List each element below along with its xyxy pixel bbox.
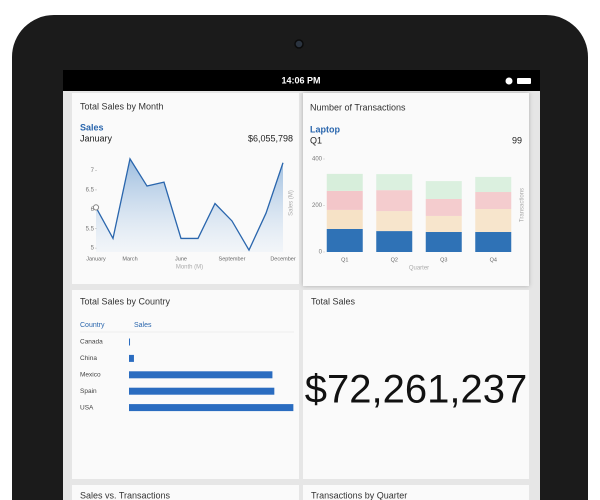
bar bbox=[129, 387, 275, 395]
bar bbox=[129, 404, 294, 412]
bar-segment bbox=[425, 181, 462, 199]
y-axis-title: Sales (M) bbox=[289, 190, 295, 216]
y-tick-label: 0 bbox=[319, 250, 323, 256]
y-tick-label: 6.5 bbox=[86, 187, 95, 193]
bar-segment bbox=[425, 215, 462, 233]
series-name: Laptop bbox=[310, 124, 340, 134]
panel-title: Sales vs. Transactions bbox=[80, 490, 171, 500]
bar-segment bbox=[326, 209, 363, 229]
column-header: Country bbox=[80, 322, 105, 329]
y-tick-label: 5 bbox=[91, 246, 95, 252]
kpi-value: $72,261,237 bbox=[305, 368, 527, 412]
panel bbox=[72, 290, 299, 479]
x-tick-label: September bbox=[219, 256, 246, 262]
column-header: Sales bbox=[134, 322, 152, 329]
bar-segment bbox=[376, 190, 413, 212]
selected-value: $6,055,798 bbox=[248, 133, 293, 143]
status-time: 14:06 PM bbox=[281, 75, 320, 85]
y-axis-title: Transactions bbox=[520, 188, 526, 222]
y-tick-label: 6 bbox=[91, 207, 95, 213]
row-label: USA bbox=[80, 404, 94, 411]
status-icon bbox=[505, 77, 513, 85]
bar bbox=[129, 338, 131, 346]
panel bbox=[72, 93, 299, 284]
battery-icon bbox=[517, 78, 531, 84]
y-tick-label: 200 bbox=[312, 203, 323, 209]
bar-segment bbox=[326, 173, 363, 191]
bar-segment bbox=[475, 176, 512, 193]
x-tick-label: Q1 bbox=[341, 257, 348, 263]
status-bar bbox=[63, 70, 540, 91]
x-axis-title: Quarter bbox=[409, 266, 429, 272]
x-tick-label: Q2 bbox=[391, 257, 398, 263]
row-label: Spain bbox=[80, 388, 97, 395]
x-tick-label: January bbox=[86, 256, 106, 262]
bar bbox=[129, 371, 273, 379]
panel-title: Total Sales bbox=[311, 296, 356, 306]
panel bbox=[303, 290, 529, 479]
y-tick-label: 400 bbox=[312, 157, 323, 163]
series-name: Sales bbox=[80, 122, 104, 132]
bar-segment bbox=[376, 231, 413, 252]
row-label: China bbox=[80, 355, 97, 362]
selected-value: 99 bbox=[512, 135, 522, 145]
line bbox=[95, 157, 284, 252]
row-label: Mexico bbox=[80, 372, 101, 379]
x-tick-label: June bbox=[175, 256, 187, 262]
panel-title: Total Sales by Month bbox=[80, 101, 164, 111]
selected-category: January bbox=[80, 133, 113, 143]
bar-segment bbox=[425, 232, 462, 252]
bar-segment bbox=[326, 228, 363, 252]
panel bbox=[72, 485, 299, 500]
bar-segment bbox=[475, 232, 512, 252]
bar-segment bbox=[425, 198, 462, 216]
panel-title: Transactions by Quarter bbox=[311, 490, 407, 500]
bar-segment bbox=[376, 211, 413, 232]
panel bbox=[303, 485, 529, 500]
bar-segment bbox=[475, 192, 512, 209]
panel-title: Number of Transactions bbox=[310, 102, 406, 112]
selected-point bbox=[92, 204, 100, 211]
x-tick-label: Q3 bbox=[440, 257, 447, 263]
row-label: Canada bbox=[80, 339, 103, 346]
y-tick-label: 5.5 bbox=[86, 226, 95, 232]
selected-category: Q1 bbox=[310, 135, 322, 145]
x-tick-label: Q4 bbox=[490, 257, 497, 263]
bar-segment bbox=[376, 174, 413, 191]
x-tick-label: March bbox=[122, 256, 137, 262]
y-tick-label: 7 bbox=[91, 168, 95, 174]
bar-segment bbox=[475, 208, 512, 233]
camera bbox=[294, 39, 304, 49]
bar bbox=[129, 354, 134, 362]
x-axis-title: Month (M) bbox=[176, 265, 203, 271]
bar-segment bbox=[326, 190, 363, 210]
panel-title: Total Sales by Country bbox=[80, 296, 171, 306]
x-tick-label: December bbox=[270, 256, 296, 262]
